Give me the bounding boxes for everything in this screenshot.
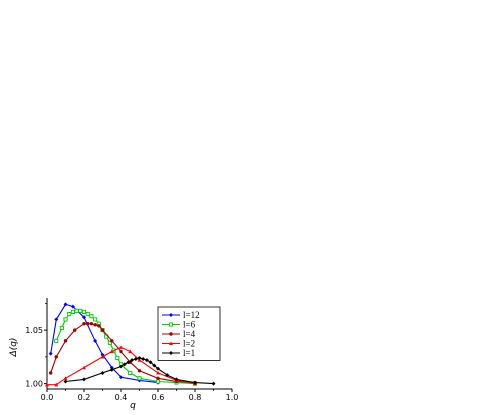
data-point [78, 308, 83, 313]
data-point [89, 314, 94, 319]
data-point [93, 317, 98, 322]
data-point [70, 304, 75, 309]
data-point [109, 349, 114, 354]
data-point [193, 380, 197, 385]
data-point [128, 370, 133, 375]
data-point [126, 360, 131, 365]
legend-swatch-marker [168, 322, 174, 327]
data-point [89, 321, 94, 326]
data-point [85, 312, 90, 317]
data-point [115, 355, 120, 361]
y-axis-title: Δ(q) [9, 338, 19, 358]
data-point [45, 382, 49, 387]
data-point [93, 338, 98, 343]
data-point [54, 338, 59, 343]
data-point [63, 317, 68, 322]
series-group [45, 302, 216, 387]
data-point [93, 323, 97, 327]
data-point [144, 358, 149, 363]
data-point [86, 321, 90, 326]
series-l1 [63, 355, 216, 386]
data-point [211, 381, 216, 386]
data-point [156, 366, 160, 371]
data-point [109, 365, 114, 370]
data-point [122, 362, 127, 367]
data-point [141, 357, 146, 362]
legend-label: l=6 [183, 320, 196, 330]
data-point [155, 379, 161, 384]
x-tick-label: 1.0 [226, 393, 239, 402]
legend-swatch-marker [169, 313, 173, 317]
data-point [152, 363, 157, 368]
legend-item: l=2 [162, 339, 195, 349]
data-point [100, 354, 105, 359]
legend-label: l=4 [183, 329, 196, 339]
data-point [119, 375, 123, 380]
y-tick-label: 1.05 [25, 326, 43, 335]
x-tick-label: 0.6 [152, 393, 165, 402]
legend-swatch-marker [169, 332, 173, 336]
plot-area: 0.0 0.2 0.4 0.6 0.8 1.0 1.00 1.05 [25, 298, 238, 402]
data-point [82, 365, 86, 370]
legend-label: l=1 [183, 348, 195, 358]
data-point [100, 370, 105, 375]
x-tick-label: 0.2 [78, 393, 91, 402]
x-axis-title: q [130, 401, 136, 411]
legend-swatch-marker [169, 351, 173, 355]
data-point [133, 357, 138, 362]
legend-item: l=4 [162, 329, 196, 339]
data-point [156, 376, 160, 380]
data-point [54, 355, 58, 359]
data-point [82, 315, 86, 320]
legend-item: l=1 [162, 348, 195, 358]
data-point [70, 309, 75, 314]
series-l4 [49, 321, 197, 385]
data-point [97, 324, 101, 328]
data-point [63, 302, 68, 307]
data-point [130, 358, 135, 363]
data-point [148, 360, 153, 365]
data-point [63, 379, 68, 384]
data-point [73, 328, 77, 332]
data-point [81, 309, 87, 314]
data-point [110, 339, 114, 343]
data-point [100, 328, 105, 332]
series-line [50, 303, 159, 384]
y-tick-label: 1.00 [25, 380, 43, 389]
data-point [128, 349, 133, 354]
legend: l=12l=6l=4l=2l=1 [157, 306, 221, 361]
data-point [49, 371, 53, 375]
data-point [165, 373, 170, 378]
data-point [109, 367, 114, 372]
x-tick-label: 0.8 [189, 393, 202, 402]
data-point [119, 349, 123, 354]
legend-label: l=12 [183, 310, 200, 320]
data-point [48, 351, 53, 356]
data-point [82, 321, 86, 326]
data-point [107, 340, 112, 346]
legend-swatch-marker [169, 341, 173, 346]
x-tick-label: 0.0 [41, 393, 54, 402]
data-point [137, 369, 142, 373]
data-point [54, 317, 59, 322]
data-point [74, 308, 79, 313]
data-point [119, 345, 123, 349]
data-point [59, 325, 64, 331]
series-l2 [45, 345, 197, 387]
data-point [54, 382, 59, 387]
data-point [137, 376, 142, 381]
data-point [137, 355, 142, 360]
data-point [67, 312, 72, 317]
data-point [174, 377, 179, 382]
data-point [63, 376, 68, 380]
data-point [156, 370, 160, 375]
legend-item: l=6 [162, 320, 196, 330]
data-point [63, 339, 68, 343]
data-point [119, 364, 123, 369]
legend-label: l=2 [183, 339, 195, 349]
x-tick-label: 0.4 [115, 393, 128, 402]
data-point [82, 377, 86, 382]
legend-item: l=12 [162, 310, 200, 320]
